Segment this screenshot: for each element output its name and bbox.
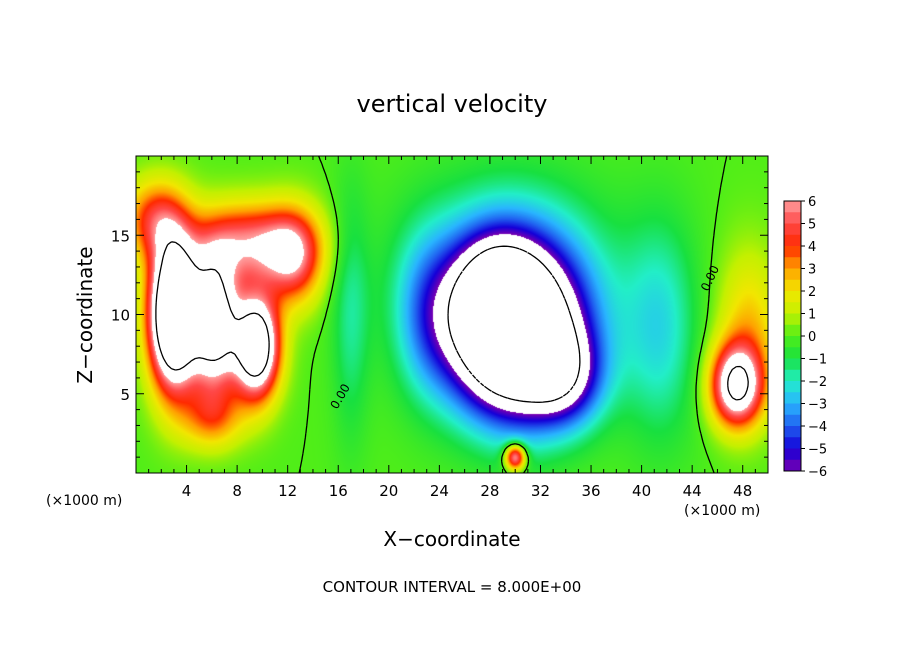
colorbar-band bbox=[784, 336, 801, 348]
colorbar-band bbox=[784, 381, 801, 393]
colorbar-band bbox=[784, 437, 801, 449]
x-tick-label: 24 bbox=[430, 482, 449, 500]
heatmap-field bbox=[136, 156, 768, 473]
colorbar-tick-label: −4 bbox=[808, 420, 827, 435]
colorbar-tick-label: 3 bbox=[808, 263, 816, 278]
x-tick-label: 44 bbox=[683, 482, 702, 500]
colorbar-band bbox=[784, 448, 801, 461]
contour-positive bbox=[155, 241, 749, 401]
colorbar-band bbox=[784, 324, 801, 337]
colorbar-band bbox=[784, 392, 801, 404]
colorbar-band bbox=[784, 268, 801, 281]
x-tick-label: 32 bbox=[531, 482, 550, 500]
x-tick-label: 40 bbox=[632, 482, 651, 500]
colorbar-band bbox=[784, 302, 801, 314]
x-axis: 4 8 12 16 20 24 28 32 36 40 44 48 bbox=[148, 156, 756, 500]
colorbar-tick-label: 2 bbox=[808, 285, 816, 300]
colorbar-tick-label: −2 bbox=[808, 375, 827, 390]
colorbar-band bbox=[784, 291, 801, 303]
colorbar-tick-label: −3 bbox=[808, 398, 827, 413]
colorbar-tick-label: −5 bbox=[808, 443, 827, 458]
colorbar-band bbox=[784, 313, 801, 326]
colorbar-band bbox=[784, 414, 801, 427]
zero-contours bbox=[155, 156, 749, 473]
y-axis: 5 10 15 bbox=[111, 171, 768, 458]
colorbar: 6 5 4 3 2 1 0 −1 −2 −3 −4 −5 −6 bbox=[783, 195, 827, 480]
chart-title: vertical velocity bbox=[357, 90, 548, 118]
colorbar-band bbox=[784, 279, 801, 292]
y-axis-label: Z−coordinate bbox=[73, 246, 97, 383]
colorbar-tick-label: 0 bbox=[808, 330, 816, 345]
contour-negative bbox=[447, 245, 581, 403]
colorbar-tick-label: 5 bbox=[808, 218, 816, 233]
colorbar-tick-label: −6 bbox=[808, 465, 827, 480]
colorbar-band bbox=[784, 223, 801, 236]
colorbar-band bbox=[784, 426, 801, 438]
colorbar-band bbox=[784, 403, 801, 416]
x-tick-label: 36 bbox=[581, 482, 600, 500]
x-tick-label: 28 bbox=[480, 482, 499, 500]
x-tick-label: 12 bbox=[278, 482, 297, 500]
contour-zero bbox=[298, 156, 728, 473]
colorbar-band bbox=[784, 234, 801, 247]
colorbar-band bbox=[784, 459, 801, 472]
colorbar-band bbox=[784, 347, 801, 359]
y-tick-label: 15 bbox=[111, 227, 130, 245]
x-axis-unit-left: (×1000 m) bbox=[46, 493, 122, 509]
colorbar-tick-label: −1 bbox=[808, 353, 827, 368]
colorbar-band bbox=[784, 257, 801, 269]
x-tick-label: 48 bbox=[733, 482, 752, 500]
x-tick-label: 20 bbox=[379, 482, 398, 500]
x-axis-unit-right: (×1000 m) bbox=[684, 503, 760, 519]
y-tick-label: 5 bbox=[120, 386, 130, 404]
contour-interval-caption: CONTOUR INTERVAL = 8.000E+00 bbox=[323, 578, 582, 596]
colorbar-band bbox=[784, 369, 801, 382]
colorbar-band bbox=[784, 201, 801, 213]
y-tick-label: 10 bbox=[111, 307, 130, 325]
x-axis-label: X−coordinate bbox=[383, 527, 520, 551]
colorbar-tick-label: 1 bbox=[808, 308, 816, 323]
x-tick-label: 8 bbox=[232, 482, 242, 500]
colorbar-band bbox=[784, 212, 801, 224]
x-tick-label: 4 bbox=[182, 482, 192, 500]
colorbar-tick-label: 4 bbox=[808, 240, 816, 255]
x-tick-label: 16 bbox=[329, 482, 348, 500]
colorbar-band bbox=[784, 358, 801, 371]
colorbar-band bbox=[784, 246, 801, 258]
colorbar-tick-label: 6 bbox=[808, 195, 816, 210]
